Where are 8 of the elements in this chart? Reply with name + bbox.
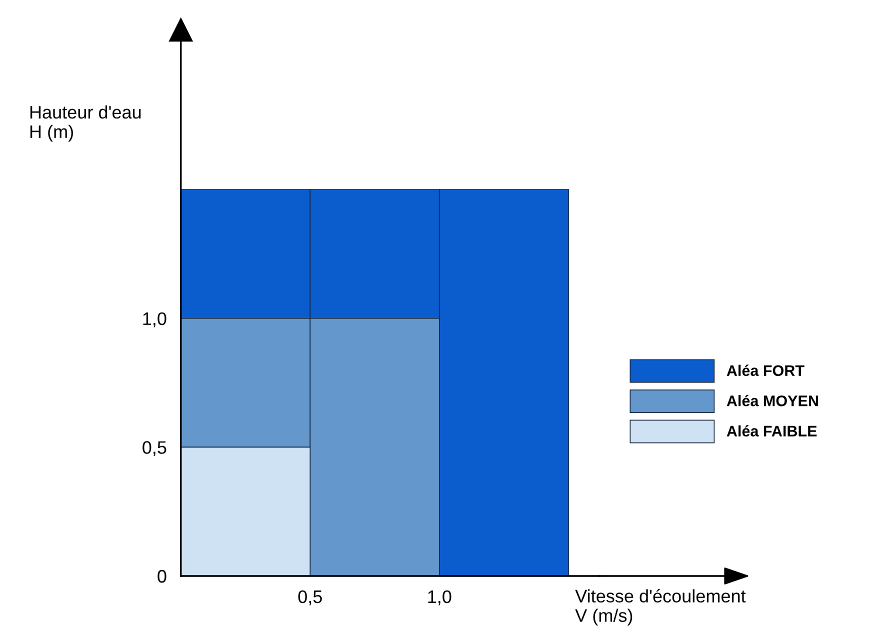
text: Aléa FORT <box>726 364 804 376</box>
y-tick-label: 0 <box>158 570 166 583</box>
y-tick-label: 1,0 <box>143 312 166 328</box>
y-axis-title: Hauteur d'eau H (m) <box>30 105 141 142</box>
x-axis-title: Vitesse d'écoulement V (m/s) <box>575 589 746 626</box>
text: Aléa MOYEN <box>726 394 818 406</box>
y-tick-label: 0,5 <box>142 441 166 456</box>
text: Aléa FAIBLE <box>726 425 817 437</box>
